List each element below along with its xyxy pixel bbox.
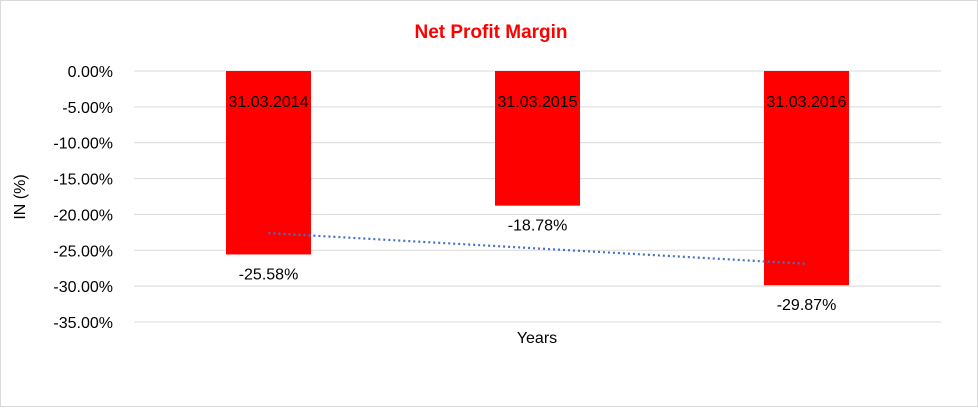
bar — [495, 71, 580, 206]
y-tick-label: -10.00% — [53, 136, 113, 153]
y-tick-label: -25.00% — [53, 243, 113, 260]
y-tick-label: 0.00% — [68, 64, 113, 81]
x-axis-label: Years — [517, 330, 557, 347]
category-label: 31.03.2014 — [228, 94, 308, 111]
category-label: 31.03.2015 — [497, 94, 577, 111]
y-axis-label: IN (%) — [12, 174, 29, 219]
data-label: -29.87% — [777, 297, 837, 314]
data-label: -25.58% — [239, 266, 299, 283]
bar — [226, 71, 311, 255]
y-tick-label: -5.00% — [62, 100, 113, 117]
y-tick-label: -20.00% — [53, 207, 113, 224]
bar — [764, 71, 849, 286]
category-label: 31.03.2016 — [766, 94, 846, 111]
chart-title: Net Profit Margin — [414, 22, 567, 43]
y-tick-label: -30.00% — [53, 279, 113, 296]
y-tick-label: -35.00% — [53, 315, 113, 332]
trendline — [268, 231, 807, 265]
y-tick-label: -15.00% — [53, 172, 113, 189]
data-label: -18.78% — [508, 218, 568, 235]
